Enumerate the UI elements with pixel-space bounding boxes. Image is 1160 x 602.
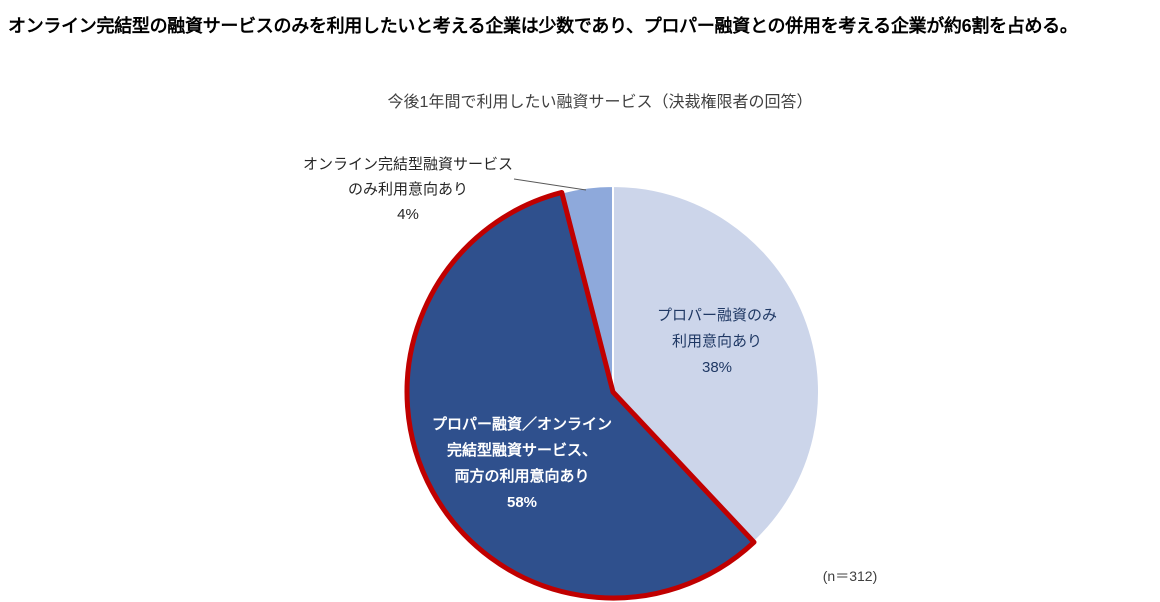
leader-line-4pct-icon [513, 178, 587, 191]
slice-label-proper-only: プロパー融資のみ 利用意向あり 38% [656, 307, 777, 376]
slice-label-online-only: オンライン完結型融資サービス のみ利用意向あり 4% [302, 156, 513, 223]
pie-slices [404, 184, 820, 601]
slice-label-both: プロパー融資／オンライン 完結型融資サービス、 両方の利用意向あり 58% [431, 416, 612, 511]
pie-slice-1 [404, 189, 757, 601]
chart-title: 今後1年間で利用したい融資サービス（決裁権限者の回答） [387, 94, 813, 111]
pie-slice-0 [612, 184, 820, 544]
sample-size-note: (n＝312) [822, 568, 878, 584]
headline: オンライン完結型の融資サービスのみを利用したいと考える企業は少数であり、プロパー… [8, 16, 1078, 36]
